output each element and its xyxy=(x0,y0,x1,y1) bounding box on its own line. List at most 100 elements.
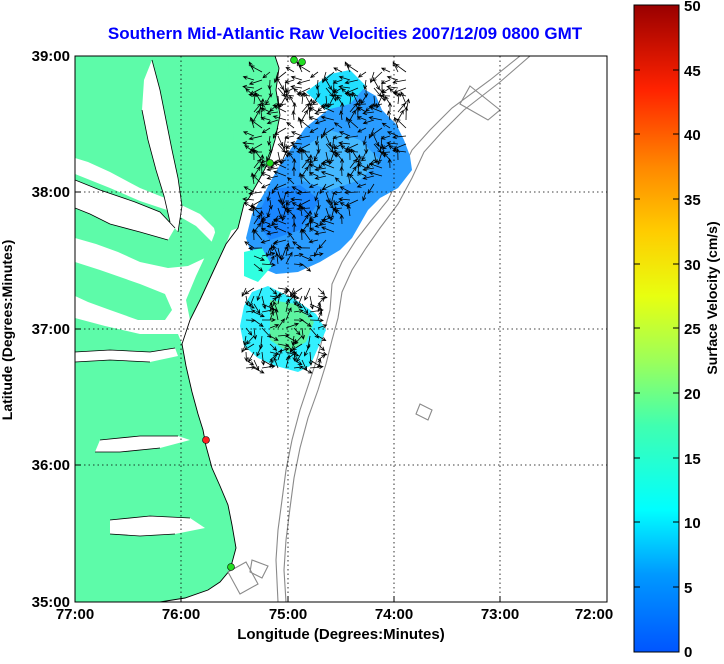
velocity-arrow xyxy=(392,61,399,73)
velocity-arrow xyxy=(261,127,271,134)
velocity-arrow xyxy=(333,143,343,150)
velocity-arrow xyxy=(317,297,326,305)
velocity-arrow xyxy=(321,226,335,233)
velocity-arrow xyxy=(396,92,401,105)
velocity-arrow xyxy=(313,151,319,162)
velocity-arrow xyxy=(380,93,391,98)
velocity-arrow xyxy=(356,171,367,177)
velocity-arrow xyxy=(340,102,345,113)
velocity-arrow xyxy=(314,135,320,146)
colorbar-tick-label: 30 xyxy=(684,257,701,274)
velocity-arrow xyxy=(242,84,255,90)
velocity-arrow xyxy=(321,162,335,169)
velocity-arrow xyxy=(272,239,287,245)
velocity-arrow xyxy=(293,359,303,366)
velocity-arrow xyxy=(261,251,276,257)
velocity-arrow xyxy=(325,135,332,147)
velocity-arrow xyxy=(281,191,287,206)
velocity-arrow xyxy=(384,95,391,105)
y-axis-label: Latitude (Degrees:Minutes) xyxy=(0,239,15,421)
colorbar xyxy=(633,4,680,653)
velocity-arrow xyxy=(273,183,287,190)
velocity-arrow xyxy=(291,110,296,121)
velocity-arrow xyxy=(288,232,295,241)
velocity-arrow xyxy=(260,172,271,177)
velocity-arrow xyxy=(301,158,310,169)
velocity-arrow xyxy=(394,63,407,73)
velocity-arrow xyxy=(299,119,311,129)
velocity-arrow xyxy=(277,87,286,98)
velocity-arrow xyxy=(373,87,382,98)
velocity-arrow xyxy=(368,116,383,121)
velocity-arrow xyxy=(290,141,303,146)
velocity-arrow xyxy=(339,110,344,121)
x-tick-label: 77:00 xyxy=(56,606,94,623)
velocity-arrow xyxy=(303,91,311,105)
velocity-arrow xyxy=(333,67,343,73)
velocity-arrow xyxy=(243,186,255,193)
velocity-arrow xyxy=(349,158,358,169)
velocity-arrow xyxy=(338,84,351,90)
x-tick-label: 72:00 xyxy=(575,606,613,623)
velocity-arrow xyxy=(368,127,375,139)
velocity-arrow xyxy=(310,71,319,78)
velocity-arrow xyxy=(272,115,287,121)
velocity-arrow xyxy=(269,358,274,369)
velocity-arrow xyxy=(362,191,367,202)
map-title: Southern Mid-Atlantic Raw Velocities 200… xyxy=(107,24,583,43)
velocity-arrow xyxy=(325,191,331,204)
velocity-arrow xyxy=(357,71,367,78)
velocity-arrow xyxy=(273,71,279,84)
velocity-arrow xyxy=(289,95,295,105)
bay-water xyxy=(75,60,205,536)
velocity-arrow xyxy=(253,367,265,374)
velocity-arrow xyxy=(253,158,262,169)
velocity-arrow xyxy=(315,79,320,90)
velocity-arrow xyxy=(293,309,304,314)
velocity-arrow xyxy=(325,199,334,209)
velocity-arrow xyxy=(296,190,311,195)
bay-shoreline xyxy=(75,59,191,537)
velocity-arrow xyxy=(253,303,261,315)
velocity-arrow xyxy=(309,252,324,257)
velocity-arrow xyxy=(356,116,367,121)
velocity-arrow xyxy=(323,71,335,82)
velocity-arrow xyxy=(273,218,287,225)
velocity-arrow xyxy=(269,310,274,321)
station-marker-delmarva xyxy=(266,159,274,167)
velocity-arrow xyxy=(277,207,283,220)
velocity-arrow xyxy=(332,93,343,98)
x-tick-label: 76:00 xyxy=(162,606,200,623)
velocity-arrow xyxy=(347,118,359,129)
velocity-arrow xyxy=(291,335,296,346)
velocity-arrow xyxy=(293,303,304,309)
velocity-arrow xyxy=(275,71,287,81)
velocity-arrow xyxy=(386,141,399,146)
velocity-arrow xyxy=(333,122,343,129)
velocity-arrow xyxy=(245,303,255,309)
colorbar-tick-label: 5 xyxy=(684,580,692,597)
velocity-arrow xyxy=(284,149,295,155)
velocity-arrow xyxy=(392,148,407,153)
velocity-arrow xyxy=(242,141,255,146)
velocity-arrow xyxy=(335,152,343,161)
velocity-arrow xyxy=(285,351,300,357)
velocity-arrow xyxy=(332,135,343,140)
velocity-arrow xyxy=(381,122,391,129)
velocity-arrow xyxy=(245,365,256,370)
velocity-arrow xyxy=(317,358,322,369)
velocity-arrow xyxy=(380,135,391,140)
velocity-arrow xyxy=(329,191,335,206)
velocity-arrow xyxy=(362,135,367,146)
velocity-arrow xyxy=(261,262,276,267)
velocity-arrow xyxy=(316,143,321,154)
velocity-arrow xyxy=(277,199,286,209)
velocity-arrow xyxy=(352,91,359,105)
velocity-arrow xyxy=(285,294,296,305)
velocity-arrow xyxy=(314,175,327,180)
velocity-arrow xyxy=(285,87,295,93)
velocity-arrow xyxy=(280,247,287,261)
velocity-arrow xyxy=(250,119,263,129)
velocity-arrow xyxy=(314,207,319,218)
velocity-arrow xyxy=(308,172,319,177)
